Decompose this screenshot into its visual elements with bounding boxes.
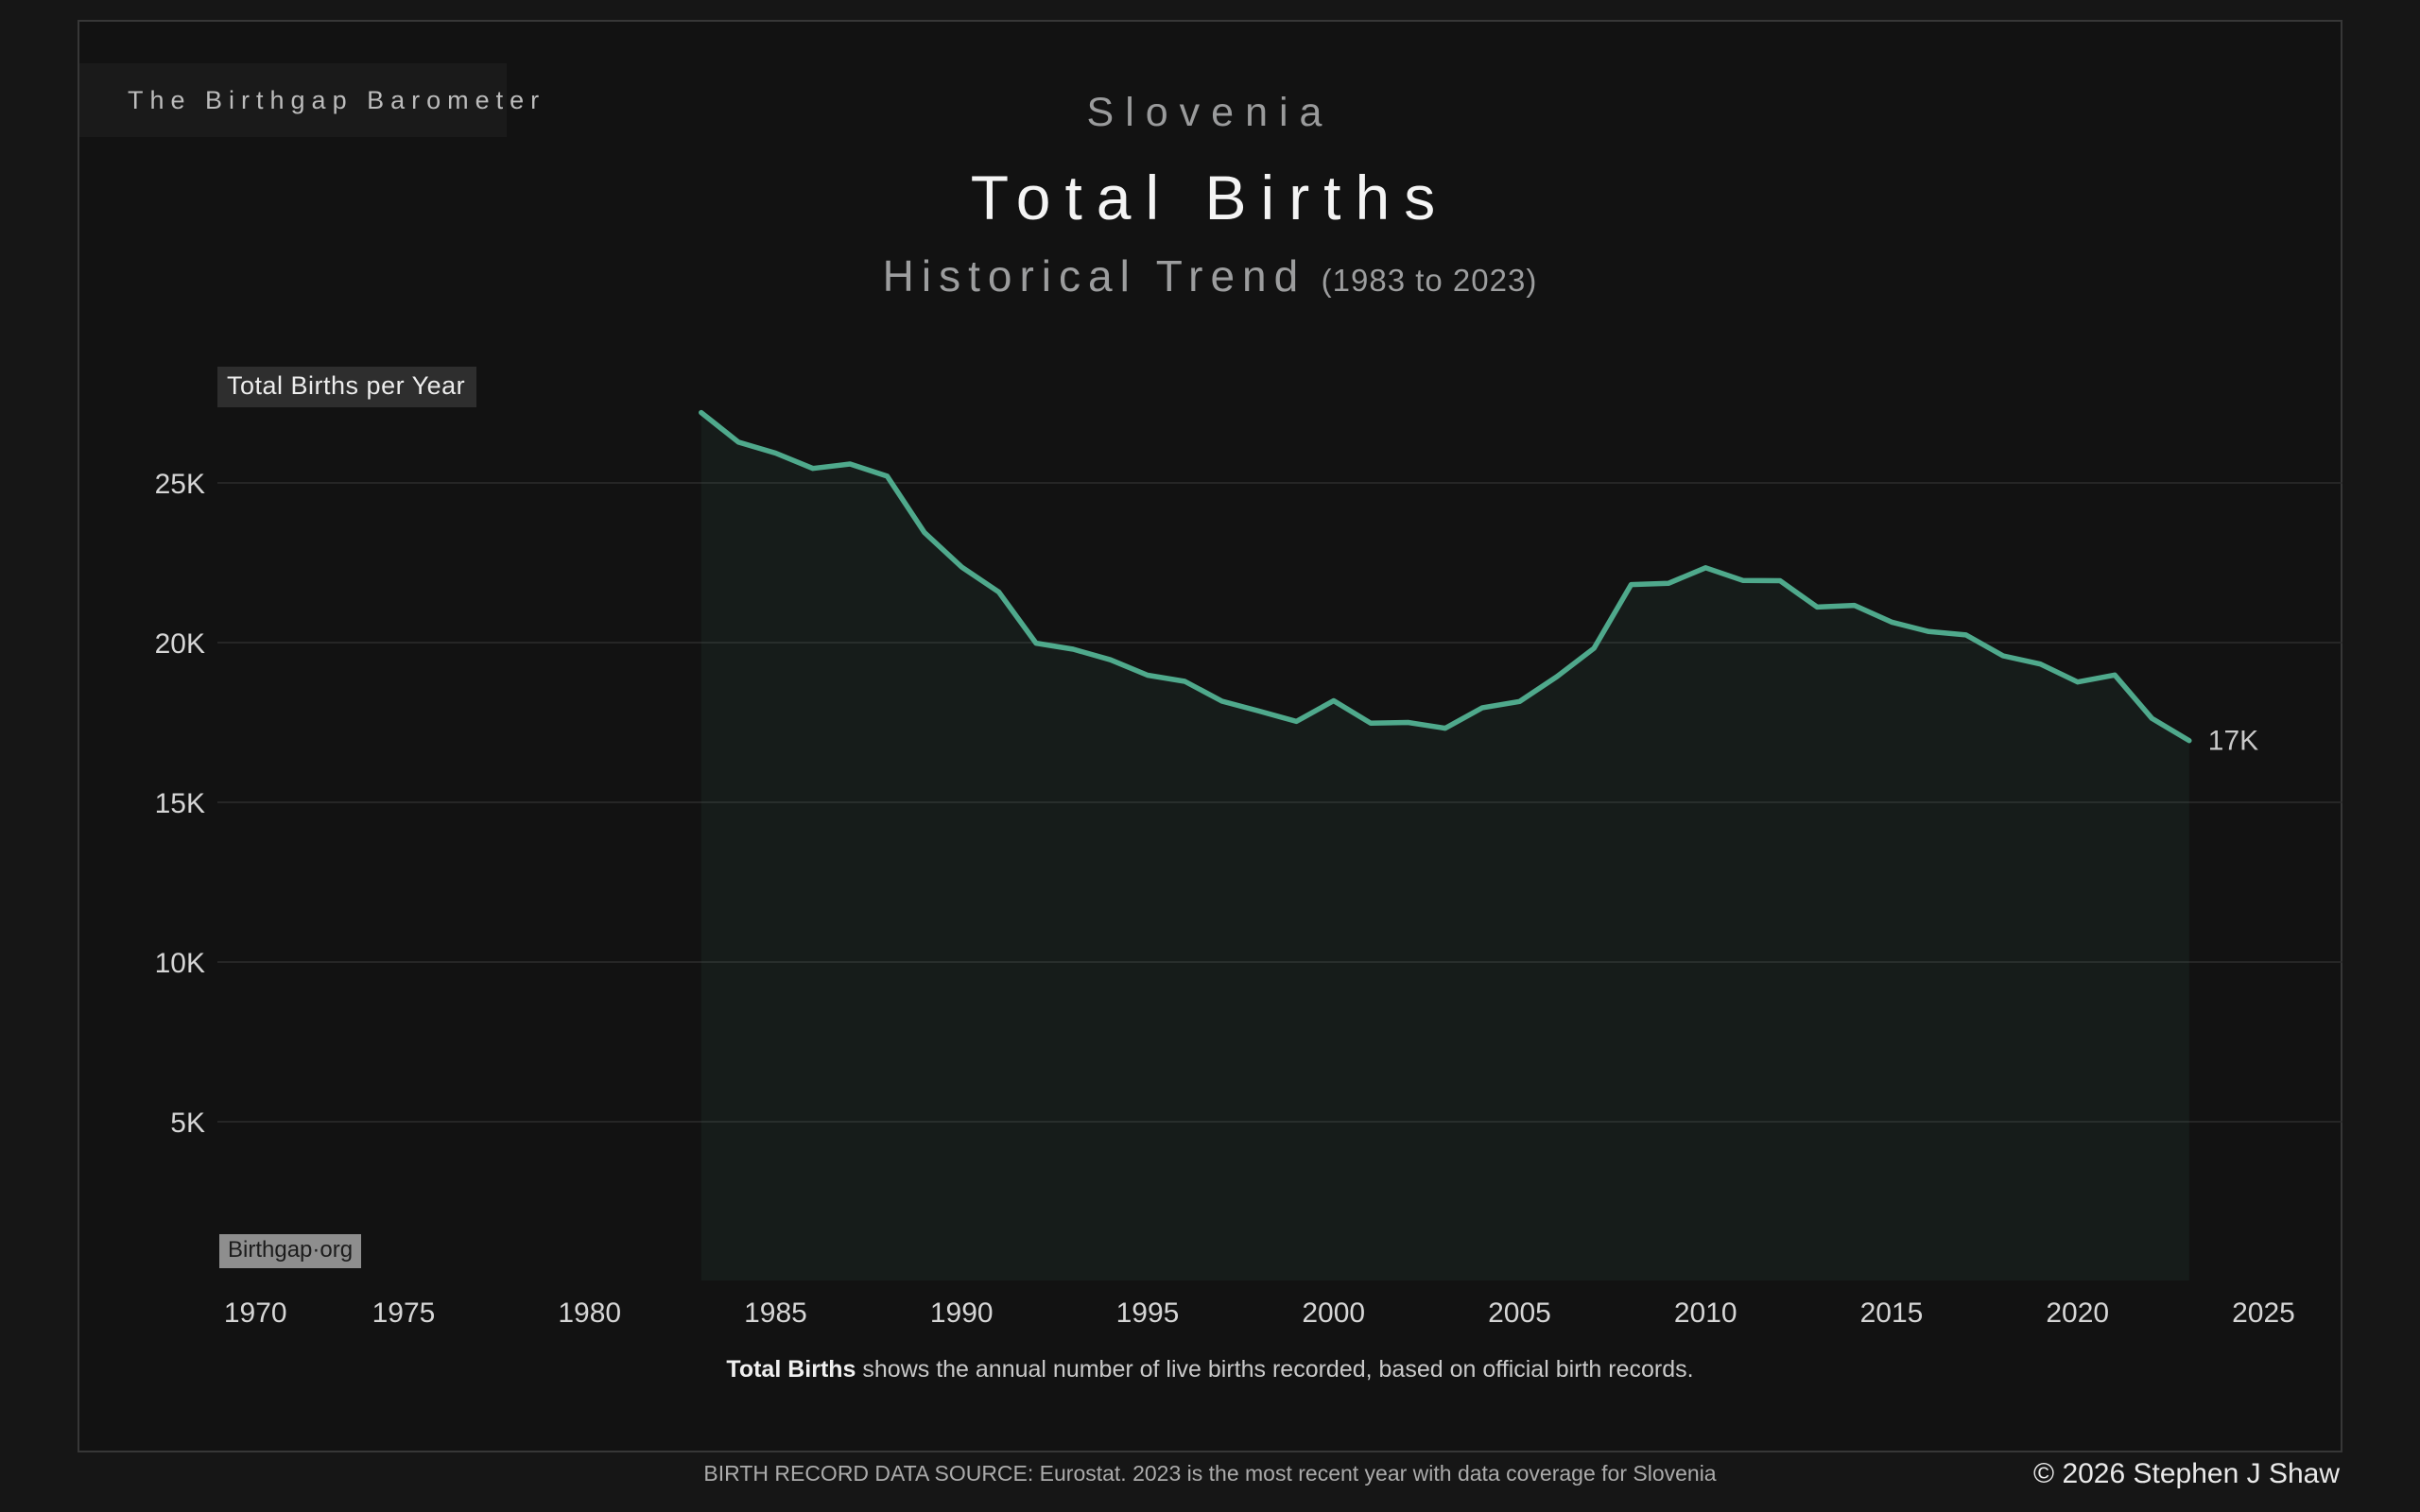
copyright: © 2026 Stephen J Shaw — [2033, 1458, 2340, 1489]
gridlines — [217, 482, 2342, 1123]
svg-text:2025: 2025 — [2232, 1297, 2295, 1329]
caption-text: shows the annual number of live births r… — [856, 1356, 1694, 1383]
x-tick-labels: 1970 1975 1980 1985 1990 1995 2000 2005 2010 2015… — [224, 1297, 2295, 1329]
svg-text:2005: 2005 — [1488, 1297, 1551, 1329]
svg-text:1970: 1970 — [224, 1297, 287, 1329]
svg-text:20K: 20K — [155, 628, 205, 660]
svg-text:15K: 15K — [155, 788, 205, 819]
series-label: Total Births per Year — [217, 367, 477, 407]
area-fill — [700, 412, 2189, 1281]
chart-card: The Birthgap Barometer Slovenia Total Bi… — [78, 20, 2342, 1452]
caption-term: Total Births — [726, 1356, 856, 1383]
svg-text:2015: 2015 — [1860, 1297, 1924, 1329]
data-source-note: BIRTH RECORD DATA SOURCE: Eurostat. 2023… — [703, 1461, 1717, 1486]
chart-svg[interactable]: 5K 10K 15K 20K 25K 1970 1975 1980 1985 1990 1995 2… — [79, 22, 2344, 1454]
svg-text:25K: 25K — [155, 469, 205, 500]
svg-text:10K: 10K — [155, 948, 205, 979]
svg-text:2010: 2010 — [1674, 1297, 1737, 1329]
chart-caption: Total Births shows the annual number of … — [79, 1356, 2341, 1383]
brand-label: The Birthgap Barometer — [128, 85, 546, 114]
watermark: Birthgap·org — [219, 1234, 362, 1268]
svg-text:2000: 2000 — [1302, 1297, 1365, 1329]
svg-text:1980: 1980 — [558, 1297, 621, 1329]
brand-chip: The Birthgap Barometer — [79, 63, 539, 137]
svg-text:5K: 5K — [170, 1108, 205, 1139]
svg-text:2020: 2020 — [2046, 1297, 2109, 1329]
svg-text:17K: 17K — [2208, 726, 2258, 757]
trend-line — [699, 409, 2192, 744]
svg-text:1985: 1985 — [744, 1297, 807, 1329]
svg-text:1990: 1990 — [930, 1297, 994, 1329]
end-annotation: 17K — [2208, 726, 2258, 757]
svg-text:1995: 1995 — [1116, 1297, 1180, 1329]
svg-text:1975: 1975 — [372, 1297, 436, 1329]
y-tick-labels: 5K 10K 15K 20K 25K — [155, 469, 205, 1139]
